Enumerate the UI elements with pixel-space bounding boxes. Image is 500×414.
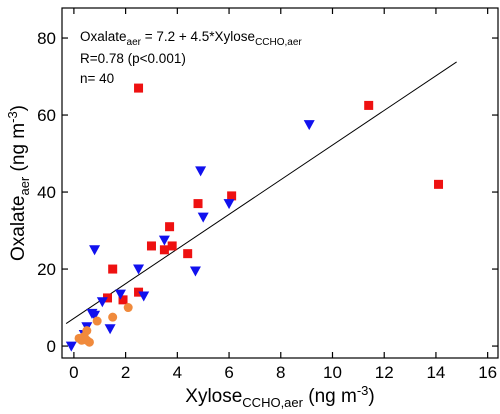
triangle-point bbox=[89, 310, 101, 321]
x-axis-label: XyloseCCHO,aer (ng m-3) bbox=[185, 383, 374, 410]
triangle-point bbox=[138, 291, 150, 302]
square-point bbox=[146, 241, 156, 251]
square-point bbox=[159, 245, 169, 255]
x-tick-label: 8 bbox=[276, 363, 285, 382]
square-point bbox=[165, 222, 175, 232]
square-point bbox=[364, 100, 374, 110]
ann-sub: aer bbox=[127, 37, 142, 48]
x-tick-label: 6 bbox=[224, 363, 233, 382]
triangle-point bbox=[114, 289, 126, 300]
label-part: (ng m bbox=[8, 123, 29, 177]
triangle-point bbox=[195, 166, 207, 177]
triangle-point bbox=[303, 120, 315, 131]
y-tick-label: 40 bbox=[37, 183, 56, 202]
y-tick-label: 80 bbox=[37, 29, 56, 48]
label-sup: -3 bbox=[357, 383, 369, 398]
ann-sub: CCHO,aer bbox=[255, 37, 302, 48]
square-point bbox=[134, 83, 144, 93]
triangle-point bbox=[197, 212, 209, 223]
square-point bbox=[118, 295, 128, 305]
label-sup: -3 bbox=[5, 111, 20, 123]
square-point bbox=[434, 179, 444, 189]
label-part: Xylose bbox=[185, 386, 242, 407]
x-tick-label: 10 bbox=[323, 363, 342, 382]
annotation-r: R=0.78 (p<0.001) bbox=[80, 51, 186, 66]
circle-point bbox=[92, 316, 102, 326]
circle-point bbox=[123, 303, 133, 313]
label-part: ) bbox=[8, 105, 29, 111]
label-part: ) bbox=[368, 386, 374, 407]
x-tick-label: 14 bbox=[426, 363, 445, 382]
ann-part: = 7.2 + 4.5*Xylose bbox=[141, 29, 255, 44]
y-axis-label: Oxalateaer (ng m-3) bbox=[5, 105, 32, 261]
square-point bbox=[227, 191, 237, 201]
x-tick-label: 12 bbox=[375, 363, 394, 382]
triangle-point bbox=[189, 266, 201, 277]
y-tick-label: 60 bbox=[37, 106, 56, 125]
label-part: (ng m bbox=[303, 386, 357, 407]
ann-part: Oxalate bbox=[80, 29, 127, 44]
triangle-point bbox=[223, 199, 235, 210]
x-tick-label: 16 bbox=[478, 363, 497, 382]
square-point bbox=[193, 199, 203, 209]
triangle-point bbox=[96, 297, 108, 308]
label-sub: CCHO,aer bbox=[242, 395, 303, 410]
circle-point bbox=[84, 337, 94, 347]
triangle-point bbox=[104, 324, 116, 335]
square-point bbox=[108, 264, 118, 274]
square-point bbox=[103, 293, 113, 303]
circle-point bbox=[77, 335, 87, 345]
triangle-point bbox=[89, 245, 101, 256]
annotation-n: n= 40 bbox=[80, 71, 114, 86]
plot-frame bbox=[61, 7, 499, 359]
fit-line bbox=[65, 61, 457, 324]
y-tick-label: 0 bbox=[47, 337, 56, 356]
x-tick-label: 4 bbox=[173, 363, 182, 382]
triangle-point bbox=[158, 235, 170, 246]
x-tick-label: 2 bbox=[121, 363, 130, 382]
square-point bbox=[167, 241, 177, 251]
label-part: Oxalate bbox=[8, 196, 29, 261]
circle-point bbox=[82, 326, 92, 336]
triangle-point bbox=[65, 341, 77, 352]
square-point bbox=[183, 249, 193, 259]
x-tick-label: 0 bbox=[69, 363, 78, 382]
circle-point bbox=[108, 312, 118, 322]
y-tick-label: 20 bbox=[37, 260, 56, 279]
square-point bbox=[134, 287, 144, 297]
label-sub: aer bbox=[17, 176, 32, 195]
annotation-equation: Oxalateaer = 7.2 + 4.5*XyloseCCHO,aer bbox=[80, 29, 302, 48]
triangle-point bbox=[133, 264, 145, 275]
